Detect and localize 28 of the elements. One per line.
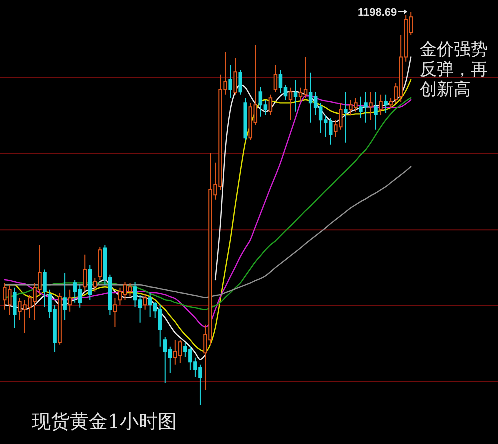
annotation: 1198.69 [358, 7, 398, 19]
candlestick [83, 254, 88, 292]
candlestick [143, 294, 148, 310]
text: 现货黄金1小时图 [32, 411, 178, 433]
candlestick [344, 92, 348, 144]
candlestick [93, 278, 98, 292]
candlestick [384, 94, 388, 114]
candlestick [113, 298, 118, 328]
candlestick [98, 246, 102, 281]
candlestick [369, 92, 373, 121]
candlestick [244, 98, 248, 141]
candlestick [13, 287, 17, 328]
candlestick [234, 57, 238, 96]
candlestick [389, 98, 393, 108]
candlestick [288, 87, 293, 121]
candlestick [88, 264, 92, 301]
candlestick [63, 272, 67, 321]
candlestick [374, 92, 378, 130]
candlestick [238, 70, 242, 96]
candlestick [268, 94, 273, 116]
candlestick [228, 64, 232, 99]
candlestick [294, 79, 298, 112]
candlestick [58, 292, 62, 346]
candlestick [43, 269, 47, 308]
candlestick [274, 64, 278, 93]
text: 金价强势反弹，再创新高 [420, 40, 489, 100]
candlestick [68, 289, 72, 312]
candlestick [379, 94, 383, 116]
